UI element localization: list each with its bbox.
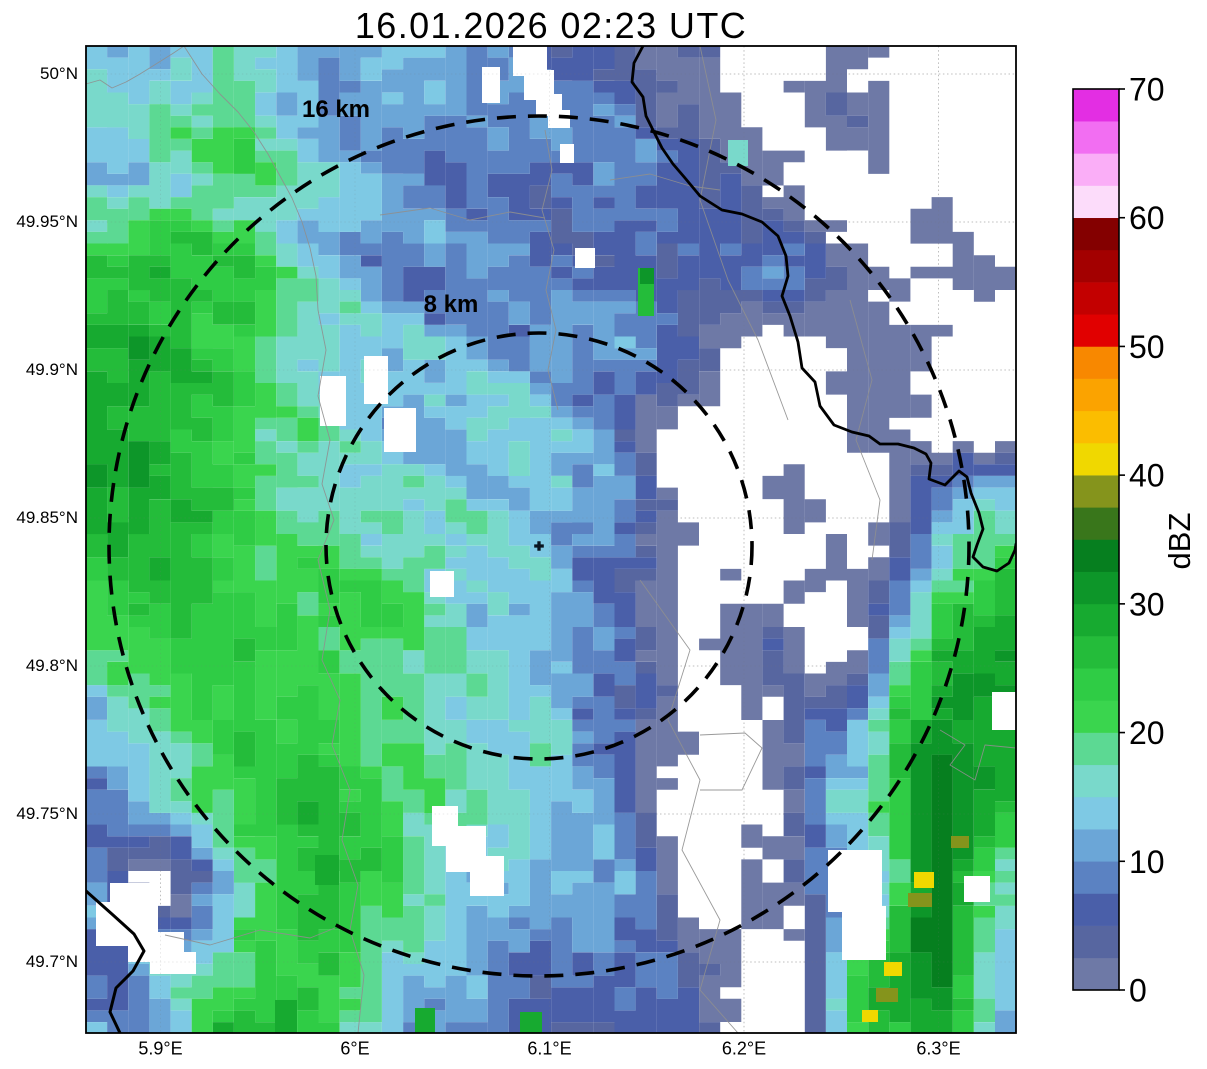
- svg-text:6.2°E: 6.2°E: [722, 1039, 766, 1059]
- svg-text:0: 0: [1129, 973, 1147, 1009]
- svg-text:6.3°E: 6.3°E: [916, 1039, 960, 1059]
- svg-text:6°E: 6°E: [340, 1039, 369, 1059]
- svg-text:dBZ: dBZ: [1162, 513, 1197, 570]
- svg-text:16.01.2026 02:23 UTC: 16.01.2026 02:23 UTC: [355, 5, 747, 46]
- svg-text:50°N: 50°N: [40, 64, 78, 83]
- svg-text:30: 30: [1129, 586, 1165, 622]
- svg-text:5.9°E: 5.9°E: [138, 1039, 182, 1059]
- svg-text:49.7°N: 49.7°N: [26, 952, 78, 971]
- svg-text:40: 40: [1129, 458, 1165, 494]
- svg-text:50: 50: [1129, 329, 1165, 365]
- svg-text:49.9°N: 49.9°N: [26, 360, 78, 379]
- svg-text:49.75°N: 49.75°N: [16, 804, 78, 823]
- svg-text:10: 10: [1129, 844, 1165, 880]
- svg-text:16 km: 16 km: [302, 96, 370, 123]
- svg-text:8 km: 8 km: [424, 291, 479, 318]
- svg-text:6.1°E: 6.1°E: [527, 1039, 571, 1059]
- svg-text:49.85°N: 49.85°N: [16, 508, 78, 527]
- svg-text:49.95°N: 49.95°N: [16, 212, 78, 231]
- svg-text:49.8°N: 49.8°N: [26, 656, 78, 675]
- svg-text:70: 70: [1129, 72, 1165, 108]
- svg-text:20: 20: [1129, 715, 1165, 751]
- svg-text:60: 60: [1129, 200, 1165, 236]
